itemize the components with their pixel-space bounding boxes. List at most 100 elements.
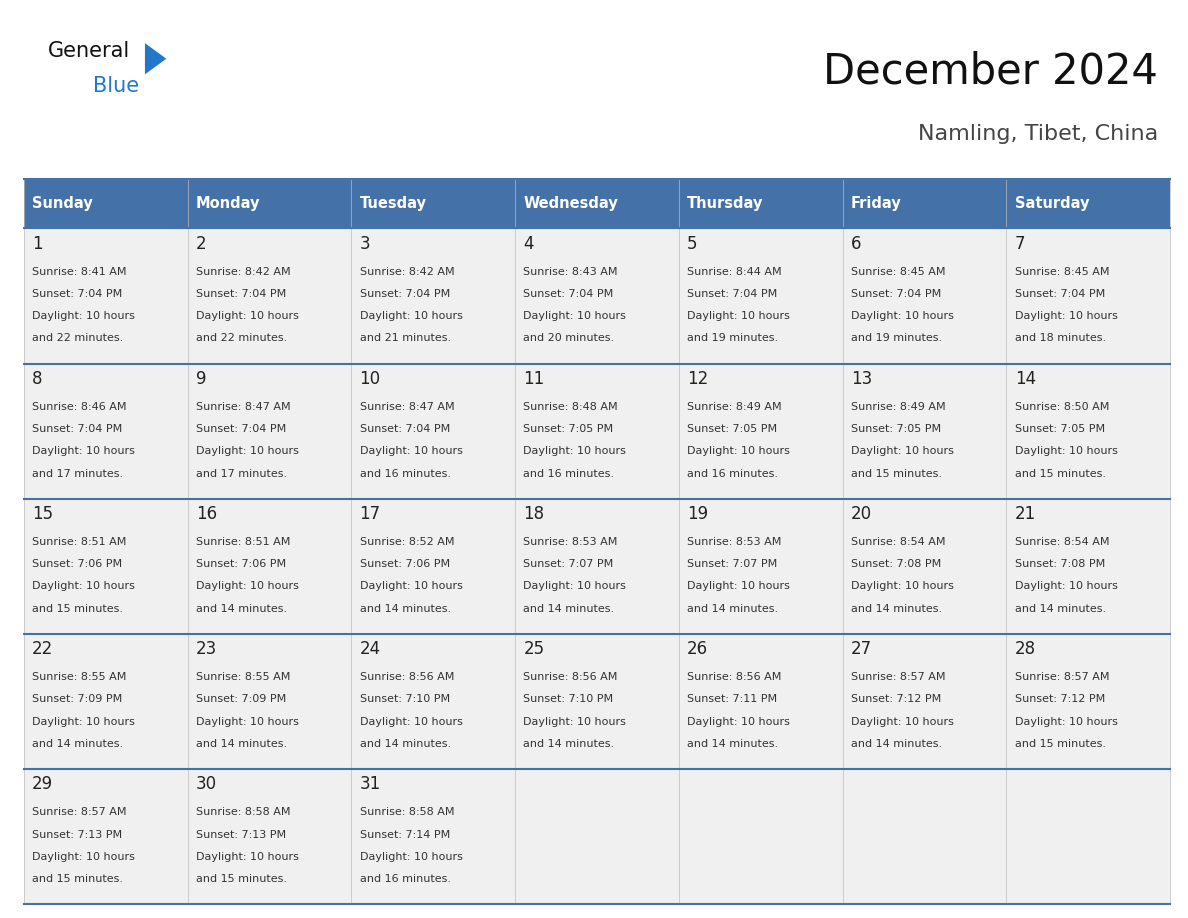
Text: Daylight: 10 hours: Daylight: 10 hours bbox=[524, 311, 626, 321]
Bar bbox=[842, 498, 1006, 633]
Text: Sunset: 7:04 PM: Sunset: 7:04 PM bbox=[32, 289, 122, 299]
Text: Sunset: 7:04 PM: Sunset: 7:04 PM bbox=[196, 424, 286, 434]
Text: Sunset: 7:06 PM: Sunset: 7:06 PM bbox=[360, 559, 450, 569]
Text: 22: 22 bbox=[32, 640, 53, 658]
Text: and 19 minutes.: and 19 minutes. bbox=[687, 333, 778, 343]
Text: Sunset: 7:09 PM: Sunset: 7:09 PM bbox=[196, 694, 286, 704]
Text: 11: 11 bbox=[524, 370, 544, 388]
Text: Sunset: 7:14 PM: Sunset: 7:14 PM bbox=[360, 830, 450, 840]
Text: Daylight: 10 hours: Daylight: 10 hours bbox=[1015, 717, 1118, 727]
Bar bbox=[842, 229, 1006, 364]
Text: and 15 minutes.: and 15 minutes. bbox=[32, 604, 124, 614]
Text: and 15 minutes.: and 15 minutes. bbox=[32, 874, 124, 884]
Text: 26: 26 bbox=[687, 640, 708, 658]
Text: Tuesday: Tuesday bbox=[360, 196, 426, 211]
Text: Sunrise: 8:58 AM: Sunrise: 8:58 AM bbox=[196, 807, 290, 817]
Text: Daylight: 10 hours: Daylight: 10 hours bbox=[851, 446, 954, 456]
Text: Daylight: 10 hours: Daylight: 10 hours bbox=[360, 446, 462, 456]
Text: Sunset: 7:04 PM: Sunset: 7:04 PM bbox=[196, 289, 286, 299]
Text: and 14 minutes.: and 14 minutes. bbox=[851, 604, 942, 614]
Text: 7: 7 bbox=[1015, 235, 1025, 252]
Text: Sunrise: 8:54 AM: Sunrise: 8:54 AM bbox=[851, 537, 946, 547]
Bar bbox=[516, 179, 678, 229]
Text: Daylight: 10 hours: Daylight: 10 hours bbox=[32, 311, 135, 321]
Text: and 16 minutes.: and 16 minutes. bbox=[524, 468, 614, 478]
Text: Sunrise: 8:46 AM: Sunrise: 8:46 AM bbox=[32, 402, 127, 411]
Text: Daylight: 10 hours: Daylight: 10 hours bbox=[524, 581, 626, 591]
Bar bbox=[516, 229, 678, 364]
Text: Sunrise: 8:47 AM: Sunrise: 8:47 AM bbox=[196, 402, 291, 411]
Bar bbox=[1006, 229, 1170, 364]
Text: 9: 9 bbox=[196, 370, 207, 388]
Bar bbox=[516, 498, 678, 633]
Bar bbox=[516, 633, 678, 769]
Text: Daylight: 10 hours: Daylight: 10 hours bbox=[851, 717, 954, 727]
Text: Daylight: 10 hours: Daylight: 10 hours bbox=[1015, 581, 1118, 591]
Text: December 2024: December 2024 bbox=[823, 50, 1158, 93]
Text: and 18 minutes.: and 18 minutes. bbox=[1015, 333, 1106, 343]
Text: 29: 29 bbox=[32, 776, 53, 793]
Text: and 16 minutes.: and 16 minutes. bbox=[360, 468, 450, 478]
Bar bbox=[842, 364, 1006, 498]
Bar bbox=[188, 179, 352, 229]
Text: 3: 3 bbox=[360, 235, 371, 252]
Text: Sunday: Sunday bbox=[32, 196, 93, 211]
Text: 24: 24 bbox=[360, 640, 380, 658]
Text: Sunrise: 8:47 AM: Sunrise: 8:47 AM bbox=[360, 402, 454, 411]
Bar bbox=[842, 633, 1006, 769]
Text: Sunrise: 8:42 AM: Sunrise: 8:42 AM bbox=[360, 266, 454, 276]
Text: Sunrise: 8:41 AM: Sunrise: 8:41 AM bbox=[32, 266, 127, 276]
Text: 23: 23 bbox=[196, 640, 217, 658]
Text: Sunset: 7:12 PM: Sunset: 7:12 PM bbox=[851, 694, 941, 704]
Text: and 14 minutes.: and 14 minutes. bbox=[687, 604, 778, 614]
Text: Sunset: 7:04 PM: Sunset: 7:04 PM bbox=[524, 289, 614, 299]
Text: Sunrise: 8:56 AM: Sunrise: 8:56 AM bbox=[524, 672, 618, 682]
Text: Sunrise: 8:58 AM: Sunrise: 8:58 AM bbox=[360, 807, 454, 817]
Text: 27: 27 bbox=[851, 640, 872, 658]
Bar bbox=[678, 498, 842, 633]
Text: Sunset: 7:05 PM: Sunset: 7:05 PM bbox=[1015, 424, 1105, 434]
Text: Sunset: 7:11 PM: Sunset: 7:11 PM bbox=[687, 694, 777, 704]
Bar bbox=[678, 633, 842, 769]
Text: Daylight: 10 hours: Daylight: 10 hours bbox=[1015, 311, 1118, 321]
Bar bbox=[1006, 633, 1170, 769]
Text: Saturday: Saturday bbox=[1015, 196, 1089, 211]
Text: Sunrise: 8:45 AM: Sunrise: 8:45 AM bbox=[851, 266, 946, 276]
Text: Sunrise: 8:53 AM: Sunrise: 8:53 AM bbox=[687, 537, 782, 547]
Bar bbox=[352, 364, 516, 498]
Text: and 22 minutes.: and 22 minutes. bbox=[196, 333, 287, 343]
Text: Sunrise: 8:45 AM: Sunrise: 8:45 AM bbox=[1015, 266, 1110, 276]
Text: Sunrise: 8:43 AM: Sunrise: 8:43 AM bbox=[524, 266, 618, 276]
Text: 17: 17 bbox=[360, 505, 380, 523]
Text: General: General bbox=[48, 41, 129, 62]
Text: Sunrise: 8:52 AM: Sunrise: 8:52 AM bbox=[360, 537, 454, 547]
Text: and 22 minutes.: and 22 minutes. bbox=[32, 333, 124, 343]
Bar bbox=[24, 633, 188, 769]
Text: Sunrise: 8:48 AM: Sunrise: 8:48 AM bbox=[524, 402, 618, 411]
Bar bbox=[24, 364, 188, 498]
Text: Sunrise: 8:51 AM: Sunrise: 8:51 AM bbox=[196, 537, 290, 547]
Bar bbox=[188, 364, 352, 498]
Text: 5: 5 bbox=[687, 235, 697, 252]
Text: and 14 minutes.: and 14 minutes. bbox=[524, 739, 614, 749]
Text: Sunrise: 8:44 AM: Sunrise: 8:44 AM bbox=[687, 266, 782, 276]
Text: 12: 12 bbox=[687, 370, 708, 388]
Bar bbox=[1006, 179, 1170, 229]
Text: Daylight: 10 hours: Daylight: 10 hours bbox=[196, 717, 298, 727]
Text: Sunset: 7:07 PM: Sunset: 7:07 PM bbox=[524, 559, 614, 569]
Text: Daylight: 10 hours: Daylight: 10 hours bbox=[687, 311, 790, 321]
Text: Daylight: 10 hours: Daylight: 10 hours bbox=[32, 581, 135, 591]
Text: Daylight: 10 hours: Daylight: 10 hours bbox=[524, 446, 626, 456]
Text: and 17 minutes.: and 17 minutes. bbox=[32, 468, 124, 478]
Bar bbox=[24, 179, 188, 229]
Text: Daylight: 10 hours: Daylight: 10 hours bbox=[687, 446, 790, 456]
Text: and 15 minutes.: and 15 minutes. bbox=[1015, 739, 1106, 749]
Text: Daylight: 10 hours: Daylight: 10 hours bbox=[1015, 446, 1118, 456]
Text: Sunrise: 8:55 AM: Sunrise: 8:55 AM bbox=[32, 672, 126, 682]
Text: and 14 minutes.: and 14 minutes. bbox=[687, 739, 778, 749]
Bar bbox=[842, 179, 1006, 229]
Text: 25: 25 bbox=[524, 640, 544, 658]
Text: 28: 28 bbox=[1015, 640, 1036, 658]
Text: Sunrise: 8:49 AM: Sunrise: 8:49 AM bbox=[851, 402, 946, 411]
Bar bbox=[516, 769, 678, 904]
